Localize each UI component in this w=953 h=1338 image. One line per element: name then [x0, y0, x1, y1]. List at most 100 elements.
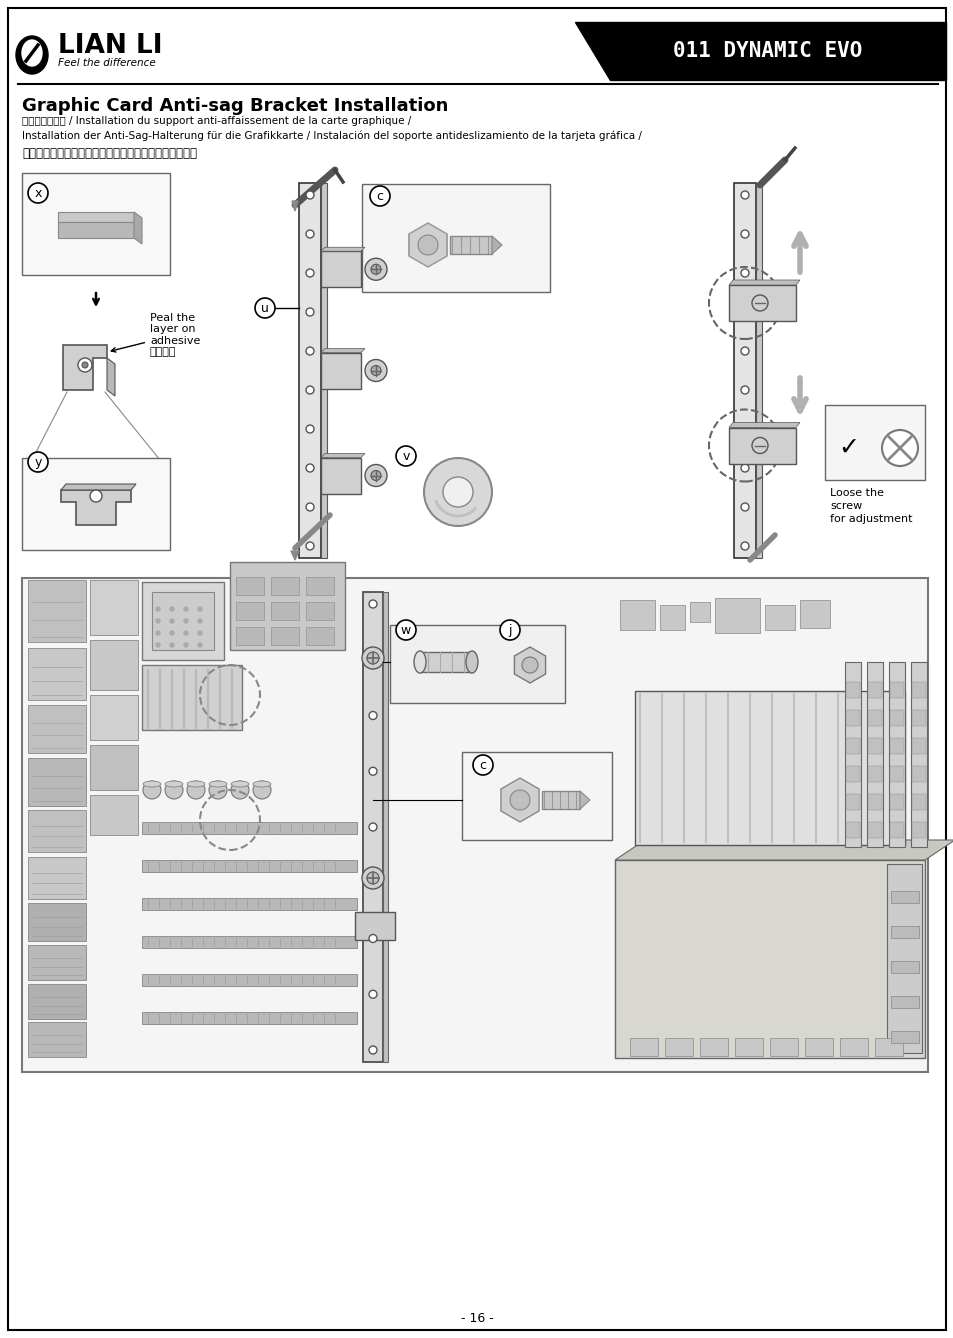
Circle shape: [395, 446, 416, 466]
Text: y: y: [34, 455, 42, 468]
Circle shape: [751, 438, 767, 454]
Bar: [845, 682, 859, 698]
Bar: [28, 648, 86, 700]
Circle shape: [306, 347, 314, 355]
Bar: [700, 1038, 727, 1056]
Circle shape: [365, 360, 387, 381]
Ellipse shape: [187, 781, 205, 787]
Bar: [355, 913, 395, 941]
Polygon shape: [514, 648, 545, 682]
Circle shape: [253, 781, 271, 799]
Bar: [142, 974, 356, 986]
Bar: [689, 602, 709, 622]
Polygon shape: [728, 285, 795, 321]
Bar: [90, 579, 138, 636]
Circle shape: [740, 230, 748, 238]
Circle shape: [369, 767, 376, 775]
Bar: [889, 765, 903, 781]
Bar: [142, 822, 356, 834]
Circle shape: [187, 781, 205, 799]
Bar: [90, 745, 138, 789]
Circle shape: [306, 230, 314, 238]
Bar: [28, 705, 86, 753]
Bar: [28, 809, 86, 852]
Circle shape: [184, 644, 188, 648]
Bar: [235, 577, 264, 595]
Circle shape: [361, 867, 384, 888]
Bar: [890, 995, 918, 1008]
Polygon shape: [61, 490, 131, 524]
Bar: [382, 591, 388, 1062]
Bar: [840, 1038, 867, 1056]
Bar: [28, 579, 86, 642]
Circle shape: [417, 235, 437, 256]
Circle shape: [740, 347, 748, 355]
Polygon shape: [58, 211, 133, 222]
Bar: [844, 662, 861, 847]
Bar: [90, 694, 138, 740]
Bar: [714, 598, 760, 633]
Bar: [800, 599, 829, 628]
Circle shape: [170, 607, 173, 611]
Circle shape: [369, 599, 376, 607]
Bar: [615, 860, 924, 1058]
Text: 顯卡支支架安装 / Installation du support anti-affaissement de la carte graphique /: 顯卡支支架安装 / Installation du support anti-a…: [22, 116, 411, 126]
Circle shape: [371, 365, 380, 376]
Bar: [867, 739, 882, 755]
Bar: [845, 710, 859, 727]
Bar: [28, 945, 86, 979]
Circle shape: [361, 648, 384, 669]
Circle shape: [198, 619, 202, 624]
Polygon shape: [409, 223, 447, 268]
Text: x: x: [34, 186, 42, 199]
Circle shape: [740, 191, 748, 199]
Circle shape: [143, 781, 161, 799]
Circle shape: [306, 308, 314, 316]
Bar: [90, 640, 138, 690]
Polygon shape: [107, 359, 115, 396]
Circle shape: [165, 781, 183, 799]
Ellipse shape: [209, 781, 227, 787]
Circle shape: [882, 429, 917, 466]
Polygon shape: [579, 791, 589, 809]
Circle shape: [78, 359, 91, 372]
Circle shape: [82, 363, 88, 368]
Bar: [889, 739, 903, 755]
Bar: [541, 791, 579, 809]
Bar: [911, 710, 925, 727]
Bar: [90, 795, 138, 835]
Bar: [890, 926, 918, 938]
Bar: [890, 961, 918, 973]
Text: c: c: [479, 759, 486, 772]
Circle shape: [365, 258, 387, 280]
Circle shape: [306, 464, 314, 472]
Text: - 16 -: - 16 -: [460, 1311, 493, 1325]
Bar: [845, 822, 859, 838]
Circle shape: [306, 542, 314, 550]
Circle shape: [740, 269, 748, 277]
Polygon shape: [320, 352, 360, 388]
Bar: [306, 577, 334, 595]
Text: Graphic Card Anti-sag Bracket Installation: Graphic Card Anti-sag Bracket Installati…: [22, 96, 448, 115]
Circle shape: [369, 879, 376, 887]
Bar: [890, 1032, 918, 1044]
Bar: [461, 752, 612, 840]
Polygon shape: [728, 423, 800, 428]
Bar: [867, 822, 882, 838]
Bar: [629, 1038, 658, 1056]
Polygon shape: [728, 428, 795, 463]
Bar: [733, 183, 755, 558]
Ellipse shape: [143, 781, 161, 787]
Circle shape: [365, 464, 387, 487]
Circle shape: [170, 644, 173, 648]
Polygon shape: [500, 777, 538, 822]
Bar: [235, 602, 264, 619]
Ellipse shape: [253, 781, 271, 787]
Circle shape: [198, 607, 202, 611]
Circle shape: [156, 632, 160, 636]
Text: Peal the
layer on
adhesive
撇開背膠: Peal the layer on adhesive 撇開背膠: [112, 313, 200, 357]
Bar: [889, 710, 903, 727]
Bar: [142, 582, 224, 660]
Bar: [363, 591, 382, 1062]
Bar: [845, 793, 859, 809]
